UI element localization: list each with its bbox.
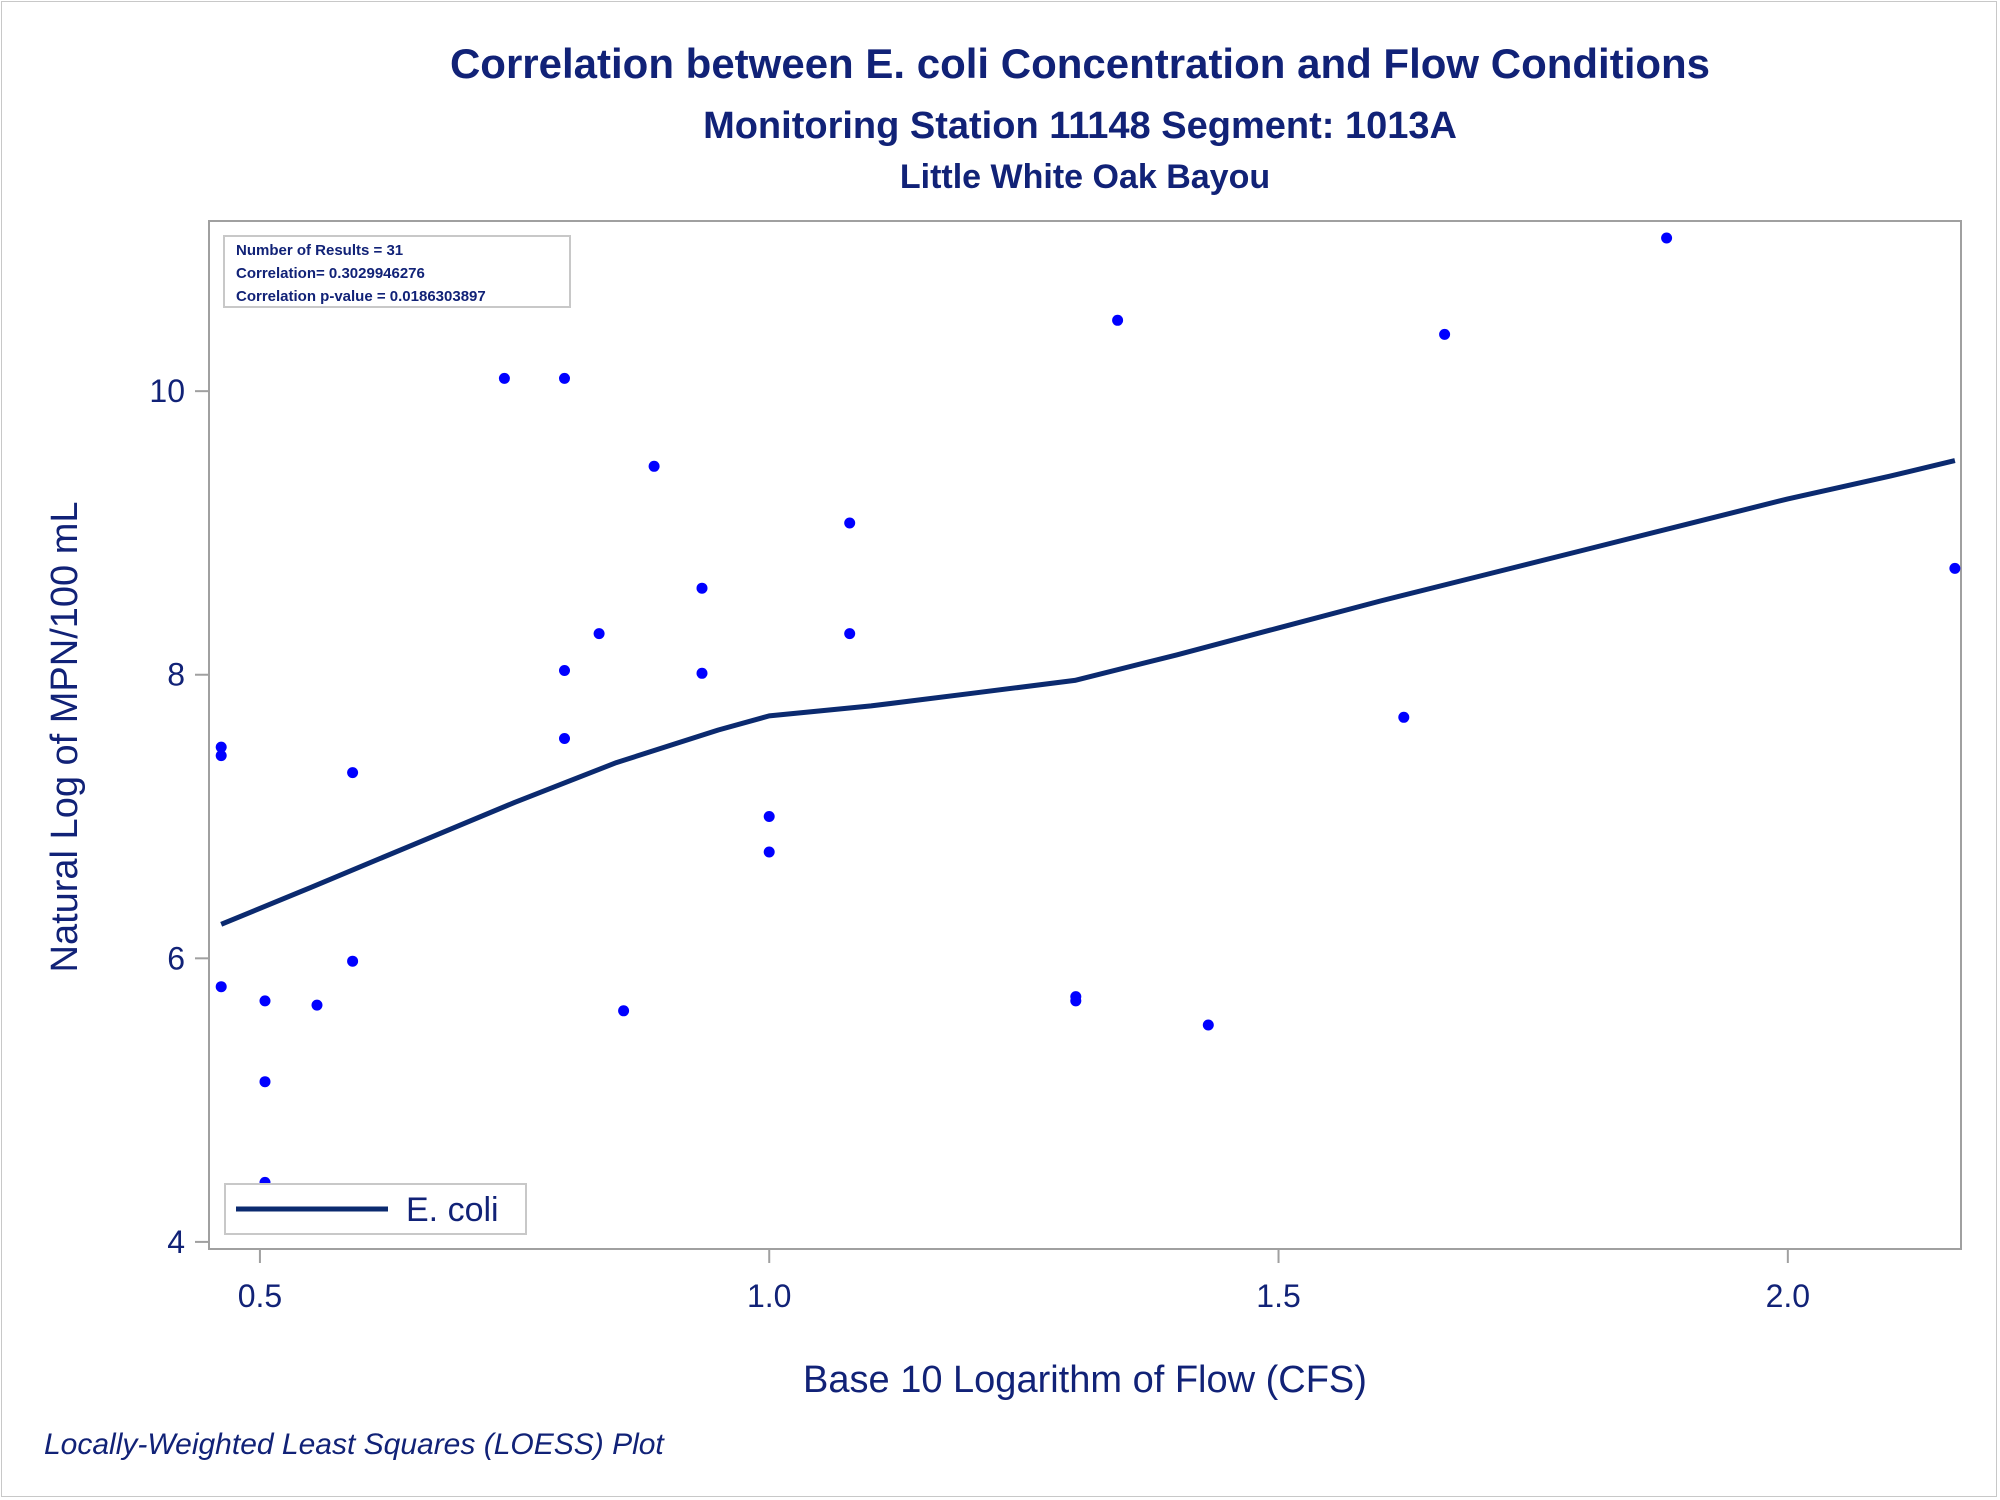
data-point — [215, 741, 227, 753]
data-point — [1202, 1019, 1214, 1031]
y-tick-label: 10 — [149, 373, 185, 409]
x-tick-label: 1.5 — [1256, 1278, 1300, 1314]
chart-subtitle: Monitoring Station 11148 Segment: 1013A — [703, 105, 1457, 147]
y-tick-label: 8 — [167, 657, 185, 693]
x-axis-label: Base 10 Logarithm of Flow (CFS) — [803, 1359, 1367, 1401]
data-point — [347, 955, 359, 967]
data-point — [347, 767, 359, 779]
data-point — [215, 750, 227, 762]
data-point — [215, 981, 227, 993]
scatter-points — [215, 232, 1961, 1202]
x-tick-label: 1.0 — [747, 1278, 791, 1314]
data-point — [311, 999, 323, 1011]
x-tick-label: 0.5 — [238, 1278, 282, 1314]
data-point — [1398, 711, 1410, 723]
data-point — [844, 628, 856, 640]
data-point — [259, 1076, 271, 1088]
data-point — [844, 517, 856, 529]
stats-correlation: Correlation= 0.3029946276 — [236, 265, 425, 282]
x-axis-ticks: 0.5 1.0 1.5 2.0 — [238, 1249, 1810, 1314]
y-tick-label: 6 — [167, 940, 185, 976]
footnote: Locally-Weighted Least Squares (LOESS) P… — [44, 1428, 664, 1461]
data-point — [648, 460, 660, 472]
data-point — [1661, 232, 1673, 244]
stats-box: Number of Results = 31 Correlation= 0.30… — [223, 235, 571, 308]
data-point — [498, 372, 510, 384]
y-tick-label: 4 — [167, 1224, 185, 1260]
y-axis-ticks: 4 6 8 10 — [149, 373, 209, 1260]
data-point — [1070, 995, 1082, 1007]
y-axis-label: Natural Log of MPN/100 mL — [44, 501, 86, 972]
data-point — [1949, 562, 1961, 574]
data-point — [618, 1005, 630, 1017]
data-point — [696, 582, 708, 594]
data-point — [1439, 328, 1451, 340]
data-point — [559, 733, 570, 744]
legend: E. coli — [224, 1183, 527, 1235]
plot-area — [208, 220, 1962, 1250]
legend-label-ecoli: E. coli — [406, 1191, 499, 1229]
chart-subtitle-location: Little White Oak Bayou — [900, 158, 1270, 196]
x-tick-label: 2.0 — [1766, 1278, 1810, 1314]
stats-count: Number of Results = 31 — [236, 242, 403, 259]
stats-p-value: Correlation p-value = 0.0186303897 — [236, 288, 486, 305]
data-point — [259, 995, 271, 1007]
data-point — [559, 665, 570, 676]
data-point — [593, 628, 605, 640]
data-point — [1112, 314, 1124, 326]
loess-line — [220, 458, 1956, 927]
chart-title: Correlation between E. coli Concentratio… — [450, 40, 1710, 87]
data-point — [559, 372, 570, 384]
data-point — [763, 846, 775, 858]
data-point — [696, 667, 708, 679]
data-point — [763, 811, 775, 822]
